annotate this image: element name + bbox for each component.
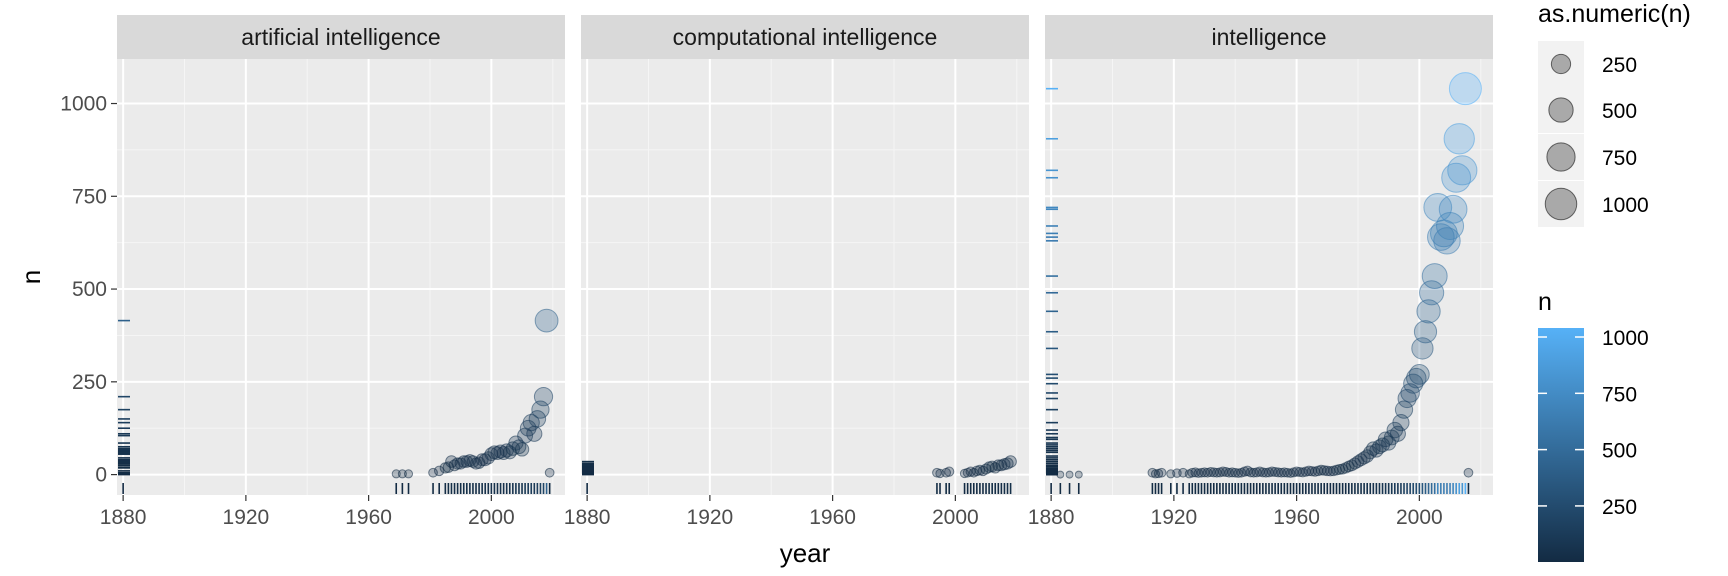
data-point [1408, 364, 1430, 385]
x-tick-label: 2000 [468, 506, 515, 529]
colorbar-label: 1000 [1602, 327, 1649, 350]
data-point [1419, 280, 1445, 306]
data-point [1443, 123, 1475, 155]
data-point [403, 469, 414, 479]
size-legend-label: 750 [1602, 147, 1637, 170]
color-legend: n 250 500 750 1000 [1538, 288, 1649, 562]
data-point [534, 308, 559, 333]
data-point [1447, 155, 1478, 186]
data-point [1406, 367, 1427, 389]
facet-strip [117, 15, 565, 59]
size-legend-symbol [1544, 187, 1578, 221]
data-point [1433, 227, 1461, 255]
data-point [428, 467, 438, 478]
facet-strip [1045, 15, 1493, 59]
size-legend-symbol [1548, 97, 1574, 123]
data-point [1074, 470, 1083, 479]
size-legend-symbol [1546, 142, 1576, 172]
facet-strip [581, 15, 1029, 59]
facet-panel: artificial intelligence [117, 15, 565, 495]
facet-strip-title: computational intelligence [673, 24, 938, 50]
data-point [1413, 320, 1438, 344]
x-tick-label: 2000 [1396, 506, 1443, 529]
data-point [1065, 470, 1074, 479]
data-point [544, 467, 555, 478]
data-point [1416, 299, 1441, 324]
x-tick-label: 1920 [687, 506, 734, 529]
x-tick-label: 1920 [223, 506, 270, 529]
facet-panel: computational intelligence [581, 15, 1029, 495]
size-legend-key [1538, 87, 1584, 133]
data-point [1156, 467, 1167, 478]
x-tick-label: 1880 [564, 506, 611, 529]
color-legend-title: n [1538, 288, 1552, 316]
colorbar [1538, 328, 1584, 562]
colorbar-label: 500 [1602, 440, 1637, 463]
data-point [1438, 194, 1468, 224]
size-legend-symbol [1550, 53, 1572, 75]
y-tick-label: 0 [95, 464, 107, 487]
data-point [1233, 468, 1244, 478]
size-legend-title: as.numeric(n) [1538, 0, 1691, 28]
facet-strip-title: artificial intelligence [241, 24, 440, 50]
x-tick-label: 1880 [1028, 506, 1075, 529]
size-legend-label: 1000 [1602, 194, 1649, 217]
data-point [944, 466, 955, 477]
data-point [397, 469, 407, 479]
axes: 1880 1920 1960 2000 1880 1920 1960 2000 1880 1920… [60, 93, 1442, 529]
data-point [514, 442, 530, 457]
colorbar-label: 750 [1602, 383, 1637, 406]
data-point [526, 425, 543, 442]
size-legend-label: 250 [1602, 54, 1637, 77]
data-point [533, 387, 554, 407]
x-tick-label: 1880 [100, 506, 147, 529]
x-tick-label: 1960 [809, 506, 856, 529]
data-point [519, 419, 537, 437]
data-point [433, 465, 445, 477]
data-point [391, 469, 401, 479]
data-point [1389, 425, 1406, 442]
y-tick-label: 750 [72, 185, 107, 208]
facet-strip-title: intelligence [1211, 24, 1326, 50]
size-legend-label: 500 [1602, 100, 1637, 123]
facet-panel: intelligence [1045, 15, 1493, 495]
x-tick-label: 1960 [1273, 506, 1320, 529]
y-tick-label: 1000 [60, 93, 107, 116]
colorbar-label: 250 [1602, 496, 1637, 519]
size-legend-key [1538, 134, 1584, 180]
facet-panels: artificial intelligence computational int… [117, 15, 1493, 495]
data-point [1397, 388, 1417, 409]
panel-background [117, 59, 565, 495]
x-tick-label: 1920 [1151, 506, 1198, 529]
panel-background [1045, 59, 1493, 495]
y-axis-title: n [16, 270, 46, 284]
size-legend: as.numeric(n) 250 500 750 1000 [1538, 0, 1691, 227]
data-point [1448, 72, 1482, 106]
x-tick-label: 2000 [932, 506, 979, 529]
y-tick-label: 500 [72, 278, 107, 301]
data-point [1463, 467, 1474, 478]
panel-background [581, 59, 1029, 495]
size-legend-key [1538, 41, 1584, 87]
data-point [1004, 455, 1017, 468]
data-point [1056, 470, 1065, 479]
x-axis-title: year [780, 538, 831, 568]
x-tick-label: 1960 [345, 506, 392, 529]
data-point [1421, 263, 1448, 290]
y-tick-label: 250 [72, 371, 107, 394]
data-point [1394, 400, 1414, 419]
